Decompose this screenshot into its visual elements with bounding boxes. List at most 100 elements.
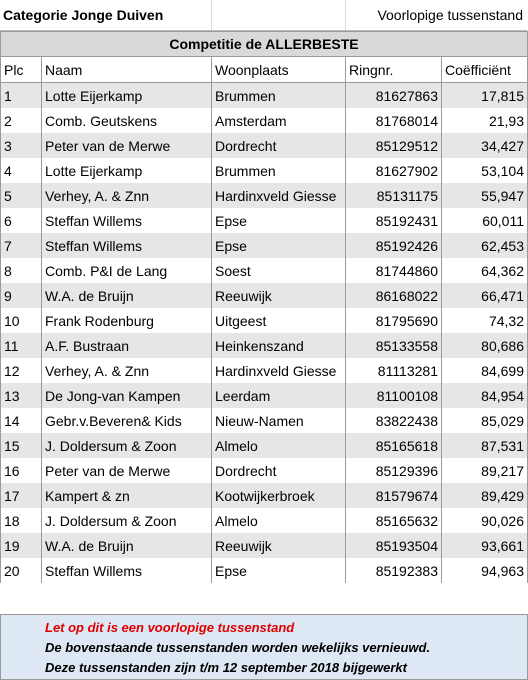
cell-coefficient: 80,686 <box>441 333 528 358</box>
cell-woonplaats: Brummen <box>211 158 346 183</box>
cell-naam: Frank Rodenburg <box>41 308 212 333</box>
cell-plc: 5 <box>0 183 42 208</box>
cell-woonplaats: Epse <box>211 208 346 233</box>
table-row: 19 W.A. de Bruijn Reeuwijk 85193504 93,661 <box>0 533 528 558</box>
cell-plc: 1 <box>0 82 42 108</box>
cell-naam: Comb. Geutskens <box>41 108 212 133</box>
cell-plc: 14 <box>0 408 42 433</box>
cell-woonplaats: Dordrecht <box>211 133 346 158</box>
cell-plc: 13 <box>0 383 42 408</box>
cell-plc: 12 <box>0 358 42 383</box>
table-row: 5 Verhey, A. & Znn Hardinxveld Giesse 85131… <box>0 183 528 208</box>
table-row: 17 Kampert & zn Kootwijkerbroek 81579674 89,… <box>0 483 528 508</box>
table-row: 15 J. Doldersum & Zoon Almelo 85165618 87,53… <box>0 433 528 458</box>
table-row: 1 Lotte Eijerkamp Brummen 81627863 17,815 <box>0 82 528 108</box>
cell-naam: Peter van de Merwe <box>41 458 212 483</box>
cell-coefficient: 55,947 <box>441 183 528 208</box>
table-row: 4 Lotte Eijerkamp Brummen 81627902 53,104 <box>0 158 528 183</box>
col-header-coefficient: Coëfficiënt <box>441 57 528 83</box>
cell-woonplaats: Epse <box>211 233 346 258</box>
cell-coefficient: 93,661 <box>441 533 528 558</box>
cell-ringnr: 85131175 <box>345 183 442 208</box>
cell-naam: W.A. de Bruijn <box>41 283 212 308</box>
table-row: 16 Peter van de Merwe Dordrecht 85129396 89,… <box>0 458 528 483</box>
cell-ringnr: 85129396 <box>345 458 442 483</box>
category-title: Categorie Jonge Duiven <box>3 7 164 23</box>
cell-ringnr: 81627863 <box>345 82 442 108</box>
cell-woonplaats: Leerdam <box>211 383 346 408</box>
cell-plc: 15 <box>0 433 42 458</box>
cell-coefficient: 85,029 <box>441 408 528 433</box>
cell-naam: Lotte Eijerkamp <box>41 82 212 108</box>
cell-naam: J. Doldersum & Zoon <box>41 508 212 533</box>
cell-plc: 16 <box>0 458 42 483</box>
category-row: Categorie Jonge Duiven Voorlopige tussen… <box>0 0 527 31</box>
cell-woonplaats: Reeuwijk <box>211 533 346 558</box>
cell-ringnr: 81795690 <box>345 308 442 333</box>
table-row: 13 De Jong-van Kampen Leerdam 81100108 84,95… <box>0 383 528 408</box>
cell-coefficient: 17,815 <box>441 82 528 108</box>
cell-naam: Peter van de Merwe <box>41 133 212 158</box>
cell-plc: 10 <box>0 308 42 333</box>
cell-ringnr: 85192383 <box>345 558 442 583</box>
table-row: 7 Steffan Willems Epse 85192426 62,453 <box>0 233 528 258</box>
cell-coefficient: 89,217 <box>441 458 528 483</box>
cell-woonplaats: Epse <box>211 558 346 583</box>
cell-woonplaats: Nieuw-Namen <box>211 408 346 433</box>
cell-coefficient: 21,93 <box>441 108 528 133</box>
cell-naam: Steffan Willems <box>41 558 212 583</box>
standings-table: Plc Naam Woonplaats Ringnr. Coëfficiënt … <box>0 57 528 583</box>
cell-ringnr: 85165618 <box>345 433 442 458</box>
table-row: 20 Steffan Willems Epse 85192383 94,963 <box>0 558 528 583</box>
cell-woonplaats: Soest <box>211 258 346 283</box>
cell-woonplaats: Dordrecht <box>211 458 346 483</box>
cell-ringnr: 85165632 <box>345 508 442 533</box>
cell-naam: Kampert & zn <box>41 483 212 508</box>
col-header-ringnr: Ringnr. <box>345 57 442 83</box>
table-row: 2 Comb. Geutskens Amsterdam 81768014 21,93 <box>0 108 528 133</box>
weekly-note: De bovenstaande tussenstanden worden wek… <box>45 640 431 655</box>
cell-naam: W.A. de Bruijn <box>41 533 212 558</box>
cell-ringnr: 81744860 <box>345 258 442 283</box>
cell-plc: 11 <box>0 333 42 358</box>
cell-coefficient: 74,32 <box>441 308 528 333</box>
table-body: 1 Lotte Eijerkamp Brummen 81627863 17,815 2 Co… <box>0 82 528 583</box>
table-row: 14 Gebr.v.Beveren& Kids Nieuw-Namen 8382243… <box>0 408 528 433</box>
cell-ringnr: 85192431 <box>345 208 442 233</box>
cell-ringnr: 85133558 <box>345 333 442 358</box>
cell-plc: 9 <box>0 283 42 308</box>
cell-plc: 8 <box>0 258 42 283</box>
cell-plc: 18 <box>0 508 42 533</box>
cell-coefficient: 84,954 <box>441 383 528 408</box>
cell-naam: Steffan Willems <box>41 233 212 258</box>
cell-ringnr: 83822438 <box>345 408 442 433</box>
cell-woonplaats: Uitgeest <box>211 308 346 333</box>
cell-plc: 2 <box>0 108 42 133</box>
warning-note: Let op dit is een voorlopige tussenstand <box>45 620 295 635</box>
col-header-plc: Plc <box>0 57 42 83</box>
cell-woonplaats: Reeuwijk <box>211 283 346 308</box>
cell-naam: Comb. P&I de Lang <box>41 258 212 283</box>
cell-ringnr: 85192426 <box>345 233 442 258</box>
cell-ringnr: 85193504 <box>345 533 442 558</box>
col-header-naam: Naam <box>41 57 212 83</box>
table-header-row: Plc Naam Woonplaats Ringnr. Coëfficiënt <box>0 57 528 83</box>
table-row: 18 J. Doldersum & Zoon Almelo 85165632 90,02… <box>0 508 528 533</box>
cell-woonplaats: Amsterdam <box>211 108 346 133</box>
cell-coefficient: 84,699 <box>441 358 528 383</box>
cell-naam: Steffan Willems <box>41 208 212 233</box>
competition-title: Competitie de ALLERBESTE <box>0 31 528 57</box>
cell-ringnr: 81113281 <box>345 358 442 383</box>
cell-naam: Verhey, A. & Znn <box>41 183 212 208</box>
cell-woonplaats: Almelo <box>211 433 346 458</box>
cell-naam: Lotte Eijerkamp <box>41 158 212 183</box>
cell-plc: 7 <box>0 233 42 258</box>
cell-coefficient: 34,427 <box>441 133 528 158</box>
cell-ringnr: 85129512 <box>345 133 442 158</box>
cell-ringnr: 81627902 <box>345 158 442 183</box>
cell-plc: 19 <box>0 533 42 558</box>
cell-naam: Verhey, A. & Znn <box>41 358 212 383</box>
cell-woonplaats: Hardinxveld Giesse <box>211 358 346 383</box>
cell-coefficient: 60,011 <box>441 208 528 233</box>
cell-plc: 4 <box>0 158 42 183</box>
